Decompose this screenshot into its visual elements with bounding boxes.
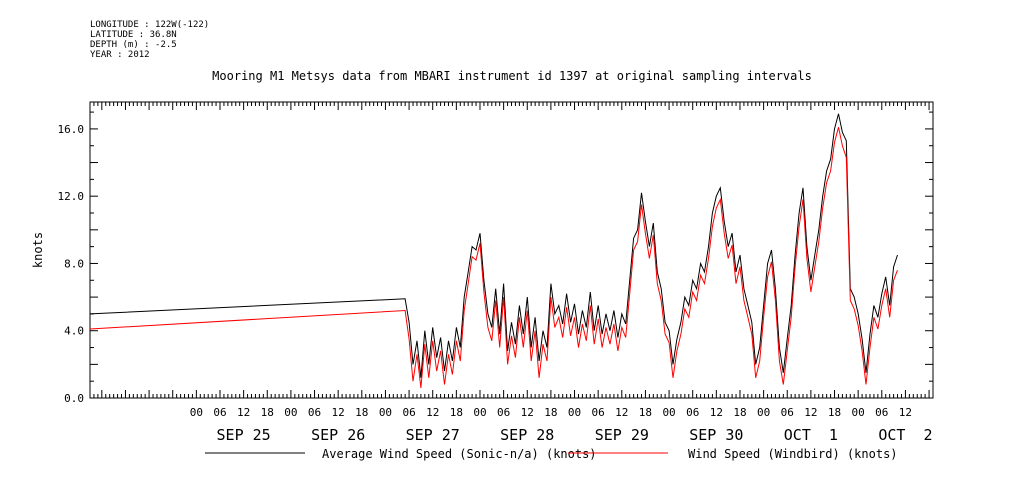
x-day-label: SEP 30 xyxy=(689,426,743,444)
x-axis-labels: 00 06 12 18 00 06 12 18 00 06 12 18 00 06 12 18 00 06 12 18… xyxy=(190,406,933,444)
metadata-block: LONGITUDE : 122W(-122) LATITUDE : 36.8N … xyxy=(90,20,209,60)
x-hour-label: 00 xyxy=(662,406,675,419)
x-hour-label: 12 xyxy=(521,406,534,419)
y-tick-label: 0.0 xyxy=(64,392,84,405)
x-hour-label: 12 xyxy=(710,406,723,419)
x-hour-label: 18 xyxy=(450,406,463,419)
x-hour-label: 18 xyxy=(261,406,274,419)
x-day-label: SEP 27 xyxy=(406,426,460,444)
x-hour-label: 18 xyxy=(639,406,652,419)
latitude-label: LATITUDE : 36.8N xyxy=(90,30,177,40)
x-hour-label: 18 xyxy=(544,406,557,419)
x-hour-label: 00 xyxy=(852,406,865,419)
x-hour-label: 06 xyxy=(781,406,794,419)
x-hour-label: 06 xyxy=(592,406,605,419)
x-hour-label: 00 xyxy=(284,406,297,419)
x-hour-label: 06 xyxy=(402,406,415,419)
legend-label-2: Wind Speed (Windbird) (knots) xyxy=(688,447,898,461)
x-hour-label: 12 xyxy=(332,406,345,419)
x-hour-label: 12 xyxy=(237,406,250,419)
depth-label: DEPTH (m) : -2.5 xyxy=(90,40,177,50)
x-hour-label: 00 xyxy=(757,406,770,419)
y-axis-title: knots xyxy=(31,232,45,268)
chart-title: Mooring M1 Metsys data from MBARI instru… xyxy=(212,69,812,83)
x-hour-label: 18 xyxy=(355,406,368,419)
series-line-1 xyxy=(89,113,898,378)
x-hour-label: 18 xyxy=(828,406,841,419)
x-hour-label: 12 xyxy=(615,406,628,419)
x-day-label: OCT 1 xyxy=(784,426,838,444)
x-hour-label: 06 xyxy=(308,406,321,419)
x-hour-label: 06 xyxy=(213,406,226,419)
series-layer xyxy=(89,113,898,388)
x-hour-label: 12 xyxy=(899,406,912,419)
x-hour-label: 12 xyxy=(804,406,817,419)
x-hour-label: 00 xyxy=(379,406,392,419)
year-label: YEAR : 2012 xyxy=(90,50,150,60)
y-tick-label: 8.0 xyxy=(64,257,84,270)
x-hour-label: 06 xyxy=(875,406,888,419)
x-day-label: SEP 28 xyxy=(500,426,554,444)
x-day-label: SEP 29 xyxy=(595,426,649,444)
x-day-label: SEP 26 xyxy=(311,426,365,444)
y-tick-label: 12.0 xyxy=(58,190,85,203)
x-hour-label: 00 xyxy=(568,406,581,419)
x-hour-label: 06 xyxy=(686,406,699,419)
y-tick-label: 4.0 xyxy=(64,325,84,338)
y-axis-labels: 0.0 4.0 8.0 12.0 16.0 xyxy=(58,123,85,405)
x-hour-label: 12 xyxy=(426,406,439,419)
x-hour-label: 00 xyxy=(473,406,486,419)
legend-label-1: Average Wind Speed (Sonic-n/a) (knots) xyxy=(322,447,597,461)
x-hour-label: 06 xyxy=(497,406,510,419)
x-day-label: SEP 25 xyxy=(217,426,271,444)
axis-ticks xyxy=(89,102,934,399)
legend: Average Wind Speed (Sonic-n/a) (knots) Wi… xyxy=(205,447,898,461)
x-hour-label: 00 xyxy=(190,406,203,419)
series-line-2 xyxy=(89,127,898,388)
x-hour-label: 18 xyxy=(733,406,746,419)
longitude-label: LONGITUDE : 122W(-122) xyxy=(90,20,210,30)
x-day-label: OCT 2 xyxy=(878,426,932,444)
y-tick-label: 16.0 xyxy=(58,123,85,136)
